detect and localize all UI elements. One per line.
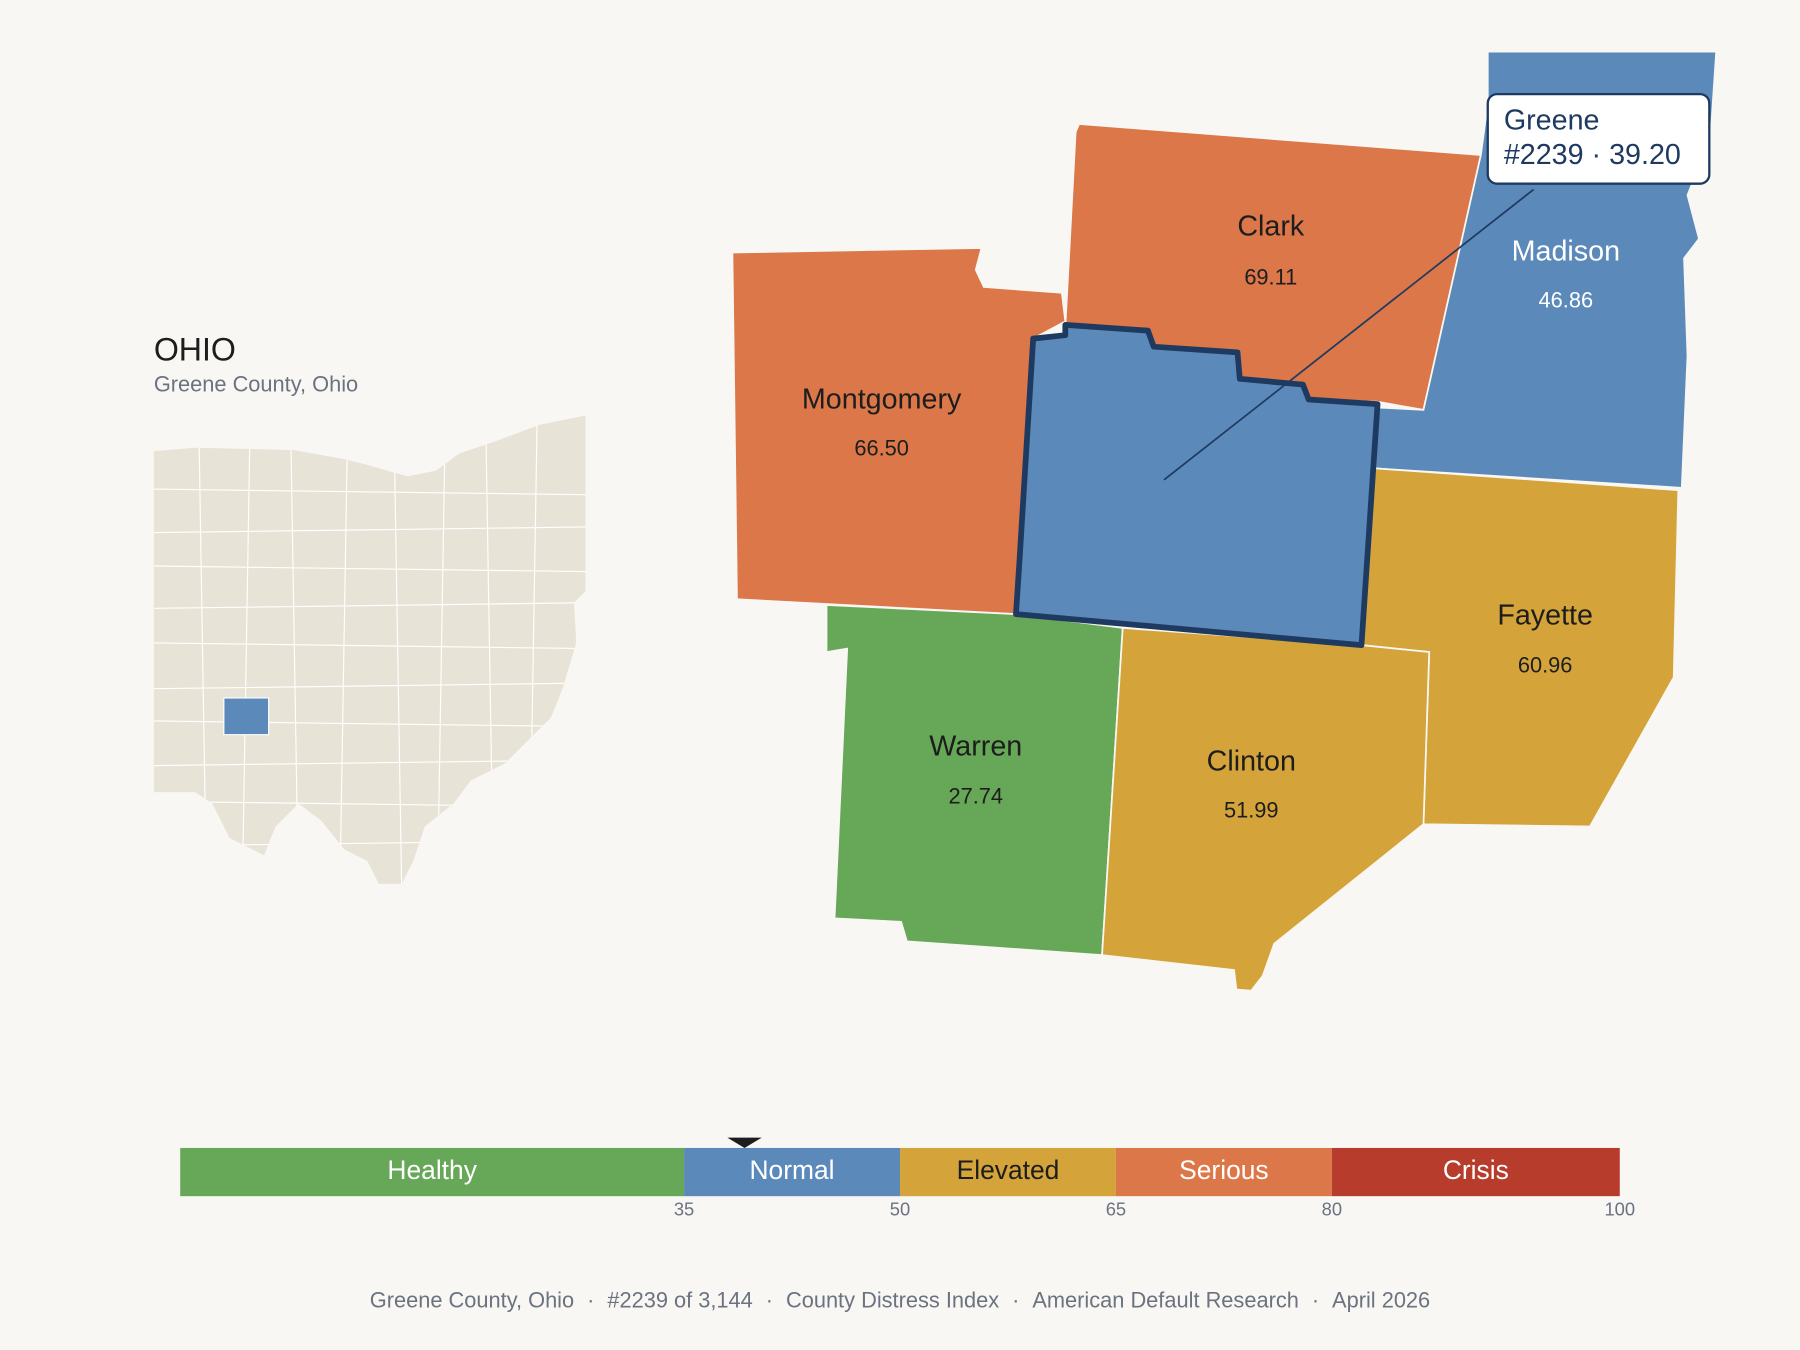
county-line xyxy=(153,720,586,728)
scale-band-label: Normal xyxy=(750,1155,835,1185)
callout-leader xyxy=(1163,188,1535,481)
distress-scale: Healthy 35 Normal 50 Elevated 65 Serious 80 Cris… xyxy=(180,1137,1635,1220)
scale-tick-label: 35 xyxy=(674,1199,694,1220)
county-score: 51.99 xyxy=(1224,797,1279,822)
scale-tick-label: 100 xyxy=(1604,1199,1635,1220)
county-name: Fayette xyxy=(1497,599,1593,631)
scale-band-label: Serious xyxy=(1179,1155,1268,1185)
county-name: Clark xyxy=(1237,210,1305,242)
footer-item: County Distress Index xyxy=(786,1288,999,1313)
county-line xyxy=(153,642,586,650)
inset-title: OHIO xyxy=(154,331,236,367)
county xyxy=(731,247,1067,616)
county xyxy=(1101,627,1431,992)
county-line xyxy=(153,488,586,496)
county-score: 60.96 xyxy=(1518,653,1573,678)
footer: Greene County, Ohio · #2239 of 3,144 · C… xyxy=(370,1288,1430,1313)
county-score: 66.50 xyxy=(854,436,909,461)
footer-item: April 2026 xyxy=(1332,1288,1430,1313)
footer-separator: · xyxy=(766,1288,773,1313)
scale-tick-label: 80 xyxy=(1322,1199,1342,1220)
county-line xyxy=(436,415,446,884)
county xyxy=(825,604,1124,957)
county-name: Madison xyxy=(1512,236,1620,268)
ohio-outline xyxy=(153,415,586,884)
county-selected[interactable] xyxy=(1013,322,1381,649)
county-name: Montgomery xyxy=(802,384,962,416)
county-line xyxy=(393,415,403,884)
callout-title: Greene xyxy=(1504,105,1600,137)
scale-band xyxy=(1115,1147,1332,1197)
callout-box xyxy=(1486,92,1711,185)
scale-band xyxy=(900,1147,1116,1197)
callout-detail: #2239 · 39.20 xyxy=(1504,139,1681,171)
footer-separator: · xyxy=(587,1288,594,1313)
county-line xyxy=(339,415,349,884)
scale-band xyxy=(684,1147,900,1197)
footer-item: #2239 of 3,144 xyxy=(607,1288,752,1313)
scale-tick-label: 65 xyxy=(1106,1199,1126,1220)
county-score: 69.11 xyxy=(1244,265,1297,290)
county-line xyxy=(153,565,586,573)
scale-band-label: Crisis xyxy=(1443,1155,1509,1185)
greene-inset xyxy=(223,697,270,736)
county-line xyxy=(153,602,586,609)
footer-item: Greene County, Ohio xyxy=(370,1288,574,1313)
ohio-county-lines xyxy=(153,415,586,884)
county-line xyxy=(153,526,586,534)
scale-marker xyxy=(727,1137,762,1148)
county-line xyxy=(241,415,251,884)
county-name: Clinton xyxy=(1207,745,1296,777)
scale-band-label: Elevated xyxy=(957,1155,1060,1185)
county-line xyxy=(153,682,586,690)
county-score: 46.86 xyxy=(1539,288,1594,313)
scale-band xyxy=(180,1147,685,1197)
scale-band-label: Healthy xyxy=(387,1155,477,1185)
footer-item: American Default Research xyxy=(1032,1288,1299,1313)
scale-tick-label: 50 xyxy=(890,1199,910,1220)
ohio-inset xyxy=(153,415,586,884)
scale-band xyxy=(1331,1147,1620,1197)
footer-separator: · xyxy=(1012,1288,1019,1313)
county-name: Warren xyxy=(929,730,1022,762)
footer-separator: · xyxy=(1312,1288,1319,1313)
inset-subtitle: Greene County, Ohio xyxy=(154,371,358,396)
county-score: 27.74 xyxy=(948,784,1003,809)
county-map: Montgomery 66.50 Clark 69.11 Madison 46.… xyxy=(731,50,1718,992)
